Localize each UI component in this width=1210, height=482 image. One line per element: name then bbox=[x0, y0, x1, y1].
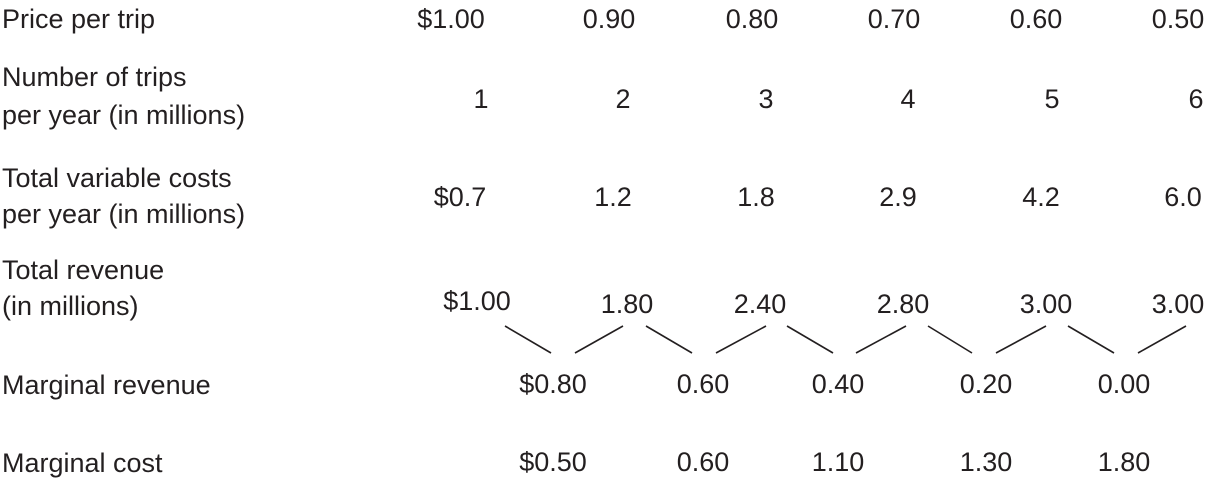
price-value: 0.50 bbox=[1151, 4, 1205, 34]
row-label-trips-line1: Number of trips bbox=[2, 62, 187, 92]
row-label-trips-line2: per year (in millions) bbox=[2, 100, 246, 130]
tr-value: 3.00 bbox=[1151, 289, 1205, 319]
row-label-tvc-line2: per year (in millions) bbox=[2, 199, 246, 229]
trips-value: 2 bbox=[615, 84, 631, 114]
tvc-value: 1.2 bbox=[594, 182, 632, 212]
tvc-value: 1.8 bbox=[737, 182, 775, 212]
mr-value: 0.00 bbox=[1097, 369, 1151, 399]
row-label-tr-line2: (in millions) bbox=[2, 291, 139, 321]
connector-line bbox=[715, 325, 767, 354]
mr-value: $0.80 bbox=[519, 369, 587, 399]
connector-line bbox=[786, 325, 834, 354]
mc-value: 1.30 bbox=[959, 447, 1013, 477]
tr-value: 2.80 bbox=[876, 289, 930, 319]
tvc-value: $0.7 bbox=[433, 182, 487, 212]
connector-line bbox=[995, 325, 1047, 354]
tr-value: 1.80 bbox=[600, 289, 654, 319]
mr-value: 0.40 bbox=[811, 369, 865, 399]
row-label-price: Price per trip bbox=[2, 4, 156, 34]
trips-value: 1 bbox=[473, 84, 489, 114]
connector-line bbox=[504, 325, 552, 354]
trips-value: 3 bbox=[758, 84, 774, 114]
row-label-marginal-revenue: Marginal revenue bbox=[2, 370, 211, 400]
mc-value: 1.10 bbox=[811, 447, 865, 477]
trips-value: 5 bbox=[1044, 84, 1060, 114]
price-value: $1.00 bbox=[417, 4, 485, 34]
connector-line bbox=[855, 325, 907, 354]
connector-line bbox=[1067, 325, 1115, 354]
row-label-marginal-cost: Marginal cost bbox=[2, 448, 163, 478]
trips-value: 6 bbox=[1188, 84, 1204, 114]
price-value: 0.90 bbox=[582, 4, 636, 34]
connector-line bbox=[645, 325, 693, 354]
connector-line bbox=[927, 325, 973, 354]
connector-line bbox=[574, 325, 624, 354]
row-label-tr-line1: Total revenue bbox=[2, 255, 165, 285]
row-label-tvc-line1: Total variable costs bbox=[2, 163, 232, 193]
price-value: 0.70 bbox=[867, 4, 921, 34]
mc-value: 1.80 bbox=[1097, 447, 1151, 477]
tr-value: 2.40 bbox=[733, 289, 787, 319]
tr-value: $1.00 bbox=[443, 286, 511, 316]
price-value: 0.60 bbox=[1009, 4, 1063, 34]
tvc-value: 4.2 bbox=[1022, 182, 1060, 212]
tr-value: 3.00 bbox=[1019, 289, 1073, 319]
mc-value: 0.60 bbox=[676, 447, 730, 477]
tvc-value: 2.9 bbox=[879, 182, 917, 212]
mr-value: 0.20 bbox=[959, 369, 1013, 399]
price-value: 0.80 bbox=[725, 4, 779, 34]
mc-value: $0.50 bbox=[519, 447, 587, 477]
connector-line bbox=[1137, 325, 1187, 354]
tvc-value: 6.0 bbox=[1164, 182, 1202, 212]
mr-value: 0.60 bbox=[676, 369, 730, 399]
trips-value: 4 bbox=[900, 84, 916, 114]
